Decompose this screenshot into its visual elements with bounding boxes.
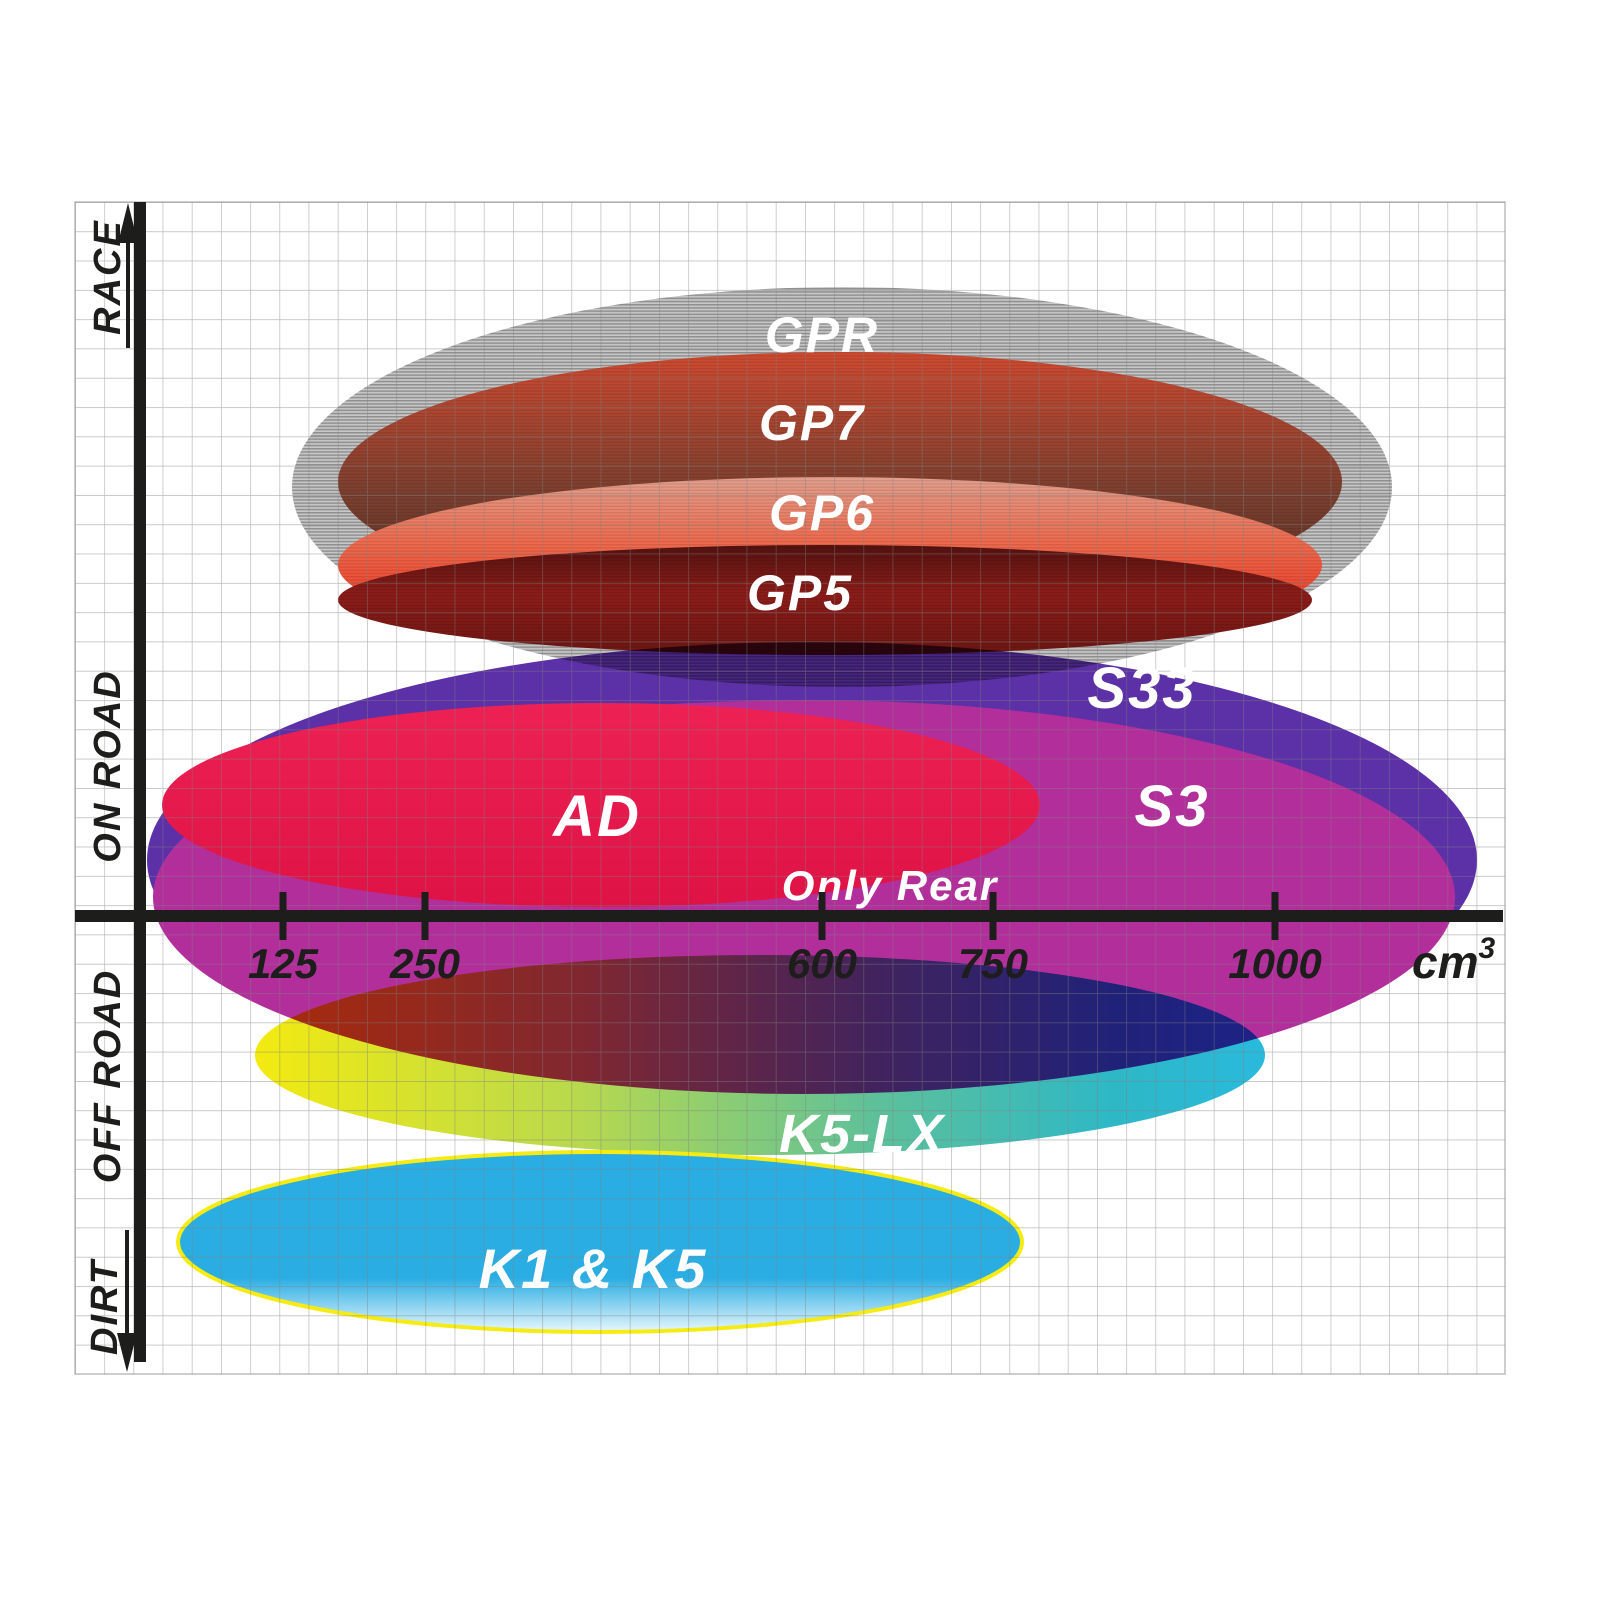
y-zone-on-road: ON ROAD bbox=[87, 669, 129, 862]
label-ad-note-only-rear: Only Rear bbox=[782, 862, 999, 909]
tick-125 bbox=[279, 892, 287, 940]
tick-250 bbox=[421, 892, 429, 940]
tick-600 bbox=[818, 892, 826, 940]
label-k5lx: K5-LX bbox=[779, 1104, 946, 1164]
label-k1k5: K1 & K5 bbox=[479, 1237, 708, 1300]
y-zone-off-road: OFF ROAD bbox=[87, 969, 129, 1183]
race-arrow-shaft bbox=[126, 228, 130, 348]
label-gpr: GPR bbox=[765, 307, 879, 363]
tick-label-125: 125 bbox=[248, 940, 319, 987]
dirt-arrow-shaft bbox=[125, 1230, 129, 1335]
tick-label-750: 750 bbox=[958, 940, 1028, 987]
x-axis-line bbox=[75, 910, 1503, 922]
tick-label-1000: 1000 bbox=[1228, 940, 1321, 987]
grid bbox=[75, 202, 1505, 1374]
tick-label-600: 600 bbox=[787, 940, 857, 987]
tick-1000 bbox=[1271, 892, 1279, 940]
label-gp5: GP5 bbox=[747, 565, 853, 621]
x-axis-unit-exponent: 3 bbox=[1478, 932, 1495, 965]
label-s3: S3 bbox=[1135, 774, 1210, 839]
y-axis-line bbox=[134, 202, 146, 1362]
tick-750 bbox=[989, 892, 997, 940]
x-axis-unit-base: cm bbox=[1412, 936, 1478, 988]
dirt-arrow-down-icon bbox=[117, 1333, 137, 1372]
label-ad: AD bbox=[551, 784, 641, 849]
tick-label-250: 250 bbox=[389, 940, 460, 987]
label-s33: S33 bbox=[1087, 656, 1196, 721]
x-axis-unit: cm3 bbox=[1412, 932, 1495, 988]
label-gp7: GP7 bbox=[759, 395, 865, 451]
label-gp6: GP6 bbox=[769, 485, 875, 541]
grid-border bbox=[74, 201, 1506, 1375]
race-arrow-up-icon bbox=[118, 203, 138, 243]
